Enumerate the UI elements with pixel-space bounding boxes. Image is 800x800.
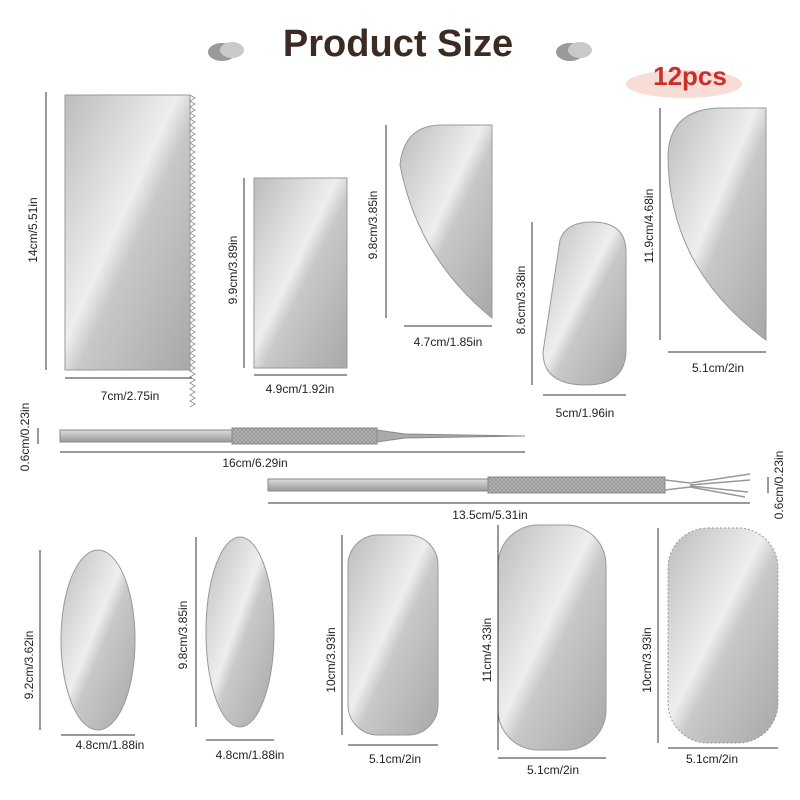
scraper — [64, 94, 191, 371]
height-label: 8.6cm/3.38in — [514, 266, 528, 335]
height-label: 9.9cm/3.89in — [226, 236, 240, 305]
width-label: 5.1cm/2in — [686, 752, 738, 766]
diameter-label: 0.6cm/0.23in — [18, 403, 32, 472]
height-label: 9.2cm/3.62in — [22, 631, 36, 700]
top-shapes — [64, 94, 767, 408]
height-label: 10cm/3.93in — [640, 627, 654, 692]
rib — [205, 536, 275, 728]
count: 12pcs — [653, 61, 727, 91]
dimension-lines — [37, 92, 778, 759]
width-label: 4.8cm/1.88in — [216, 748, 285, 762]
height-label: 14cm/5.51in — [26, 197, 40, 262]
length-label: 16cm/6.29in — [222, 456, 287, 470]
tool-grip — [231, 427, 378, 445]
height-label: 11cm/4.33in — [480, 618, 494, 682]
rib — [60, 549, 136, 731]
width-label: 5cm/1.96in — [556, 406, 615, 420]
decor — [220, 42, 244, 58]
decor — [568, 42, 592, 58]
height-label: 10cm/3.93in — [324, 627, 338, 692]
rib — [497, 524, 607, 751]
width-label: 7cm/2.75in — [101, 389, 160, 403]
serration — [189, 94, 196, 408]
width-label: 4.7cm/1.85in — [414, 335, 483, 349]
rib-serrated — [667, 527, 779, 744]
rib — [347, 534, 439, 736]
scraper — [399, 124, 493, 320]
tool-fork — [664, 473, 751, 498]
length-label: 13.5cm/5.31in — [452, 508, 527, 522]
tool-handle — [59, 429, 236, 443]
width-label: 4.8cm/1.88in — [76, 738, 145, 752]
tool-needle — [376, 429, 526, 443]
width-label: 5.1cm/2in — [527, 763, 579, 777]
diameter-label: 0.6cm/0.23in — [772, 451, 786, 520]
tool-handle — [267, 478, 491, 492]
height-label: 9.8cm/3.85in — [366, 191, 380, 260]
scraper — [667, 107, 767, 341]
tools — [59, 427, 751, 498]
height-label: 9.8cm/3.85in — [176, 601, 190, 670]
title: Product Size — [283, 23, 513, 65]
height-label: 11.9cm/4.68in — [642, 189, 656, 264]
width-label: 4.9cm/1.92in — [266, 382, 335, 396]
count-bg — [626, 70, 742, 98]
scraper — [253, 177, 348, 369]
bottom-shapes — [60, 524, 779, 751]
scraper — [542, 221, 627, 386]
tool-grip — [487, 476, 666, 494]
width-label: 5.1cm/2in — [369, 752, 421, 766]
width-label: 5.1cm/2in — [692, 361, 744, 375]
